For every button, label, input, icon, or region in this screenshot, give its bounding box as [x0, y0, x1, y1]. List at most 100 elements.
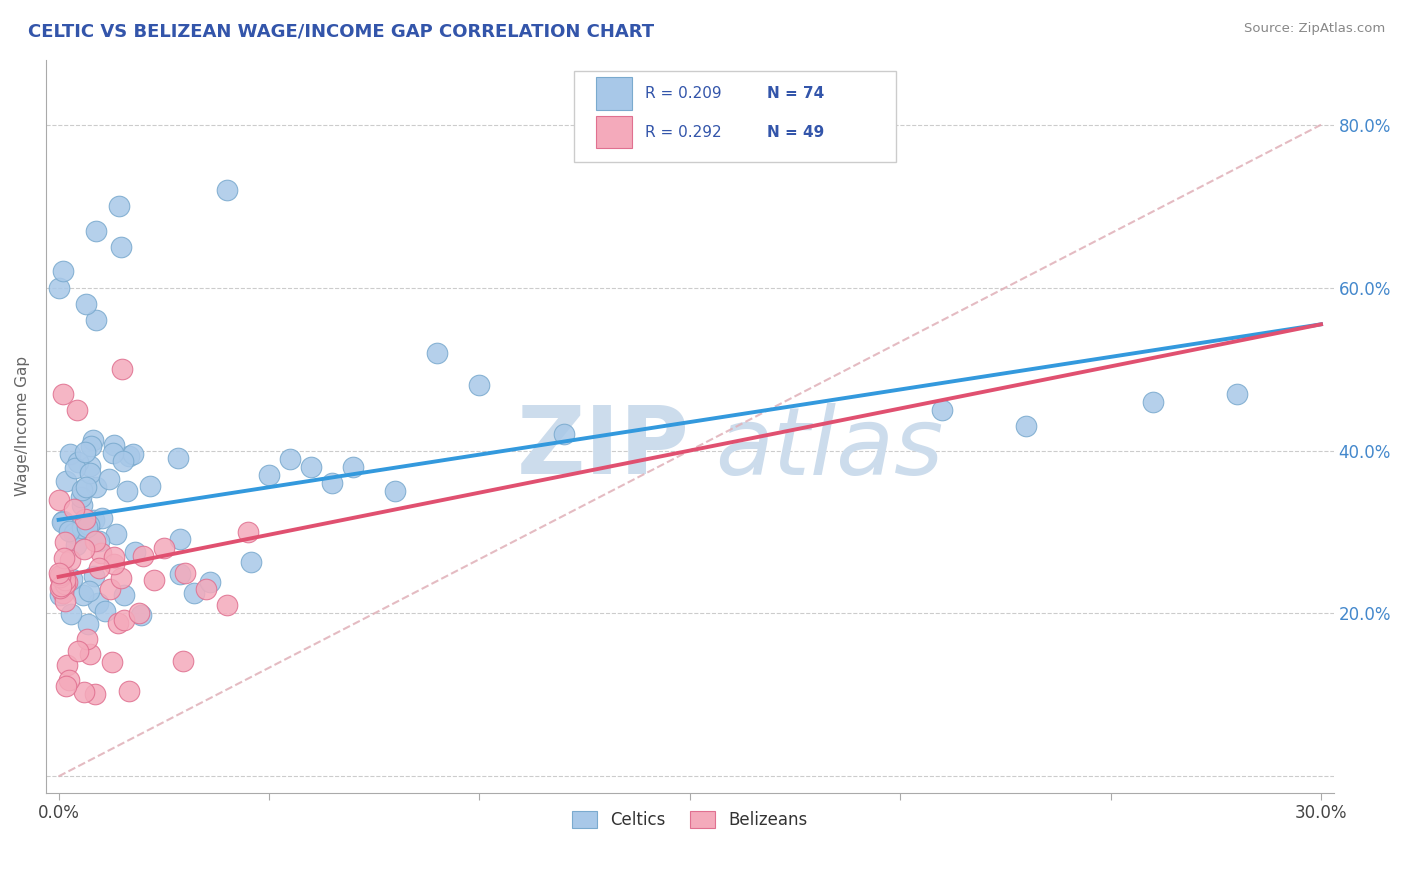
Point	[52, 586, 75, 600]
Point	[110, 240, 132, 254]
Point	[76, 616, 98, 631]
Point	[86, 596, 108, 610]
Point	[87, 561, 110, 575]
Point	[60, 572, 83, 586]
Point	[299, 459, 322, 474]
Point	[80, 439, 103, 453]
Point	[58, 673, 80, 688]
Point	[124, 545, 146, 559]
Point	[321, 476, 343, 491]
Point	[59, 552, 82, 566]
FancyBboxPatch shape	[574, 70, 896, 162]
Point	[59, 607, 82, 622]
Point	[84, 480, 107, 494]
Point	[107, 615, 129, 630]
Point	[101, 655, 124, 669]
Point	[1226, 386, 1249, 401]
Point	[65, 538, 87, 552]
Point	[103, 557, 125, 571]
Point	[103, 550, 125, 565]
Point	[101, 445, 124, 459]
Point	[48, 280, 70, 294]
Text: N = 74: N = 74	[768, 86, 824, 101]
Point	[111, 362, 134, 376]
Point	[69, 490, 91, 504]
Point	[82, 434, 104, 448]
Point	[52, 566, 75, 581]
Point	[215, 599, 238, 613]
Point	[70, 521, 93, 535]
Point	[55, 679, 77, 693]
Point	[62, 502, 84, 516]
Point	[110, 571, 132, 585]
Point	[49, 589, 72, 603]
Point	[56, 574, 79, 589]
Point	[468, 378, 491, 392]
Point	[98, 582, 121, 596]
Point	[132, 549, 155, 564]
Point	[118, 684, 141, 698]
Point	[240, 555, 263, 569]
FancyBboxPatch shape	[596, 116, 631, 148]
Point	[83, 687, 105, 701]
Point	[1015, 419, 1038, 434]
Point	[90, 546, 112, 560]
Point	[53, 593, 76, 607]
Point	[98, 472, 121, 486]
Point	[183, 586, 205, 600]
Point	[342, 459, 364, 474]
Point	[236, 524, 259, 539]
Point	[72, 588, 94, 602]
Point	[121, 447, 143, 461]
Point	[49, 570, 72, 584]
Point	[278, 451, 301, 466]
Point	[84, 313, 107, 327]
Point	[70, 483, 93, 498]
Point	[111, 454, 134, 468]
Point	[167, 450, 190, 465]
Point	[77, 583, 100, 598]
Point	[53, 535, 76, 549]
Point	[198, 575, 221, 590]
Point	[173, 566, 195, 580]
Point	[52, 264, 75, 278]
Point	[553, 427, 575, 442]
Y-axis label: Wage/Income Gap: Wage/Income Gap	[15, 356, 30, 496]
Point	[257, 468, 280, 483]
Point	[77, 518, 100, 533]
Point	[94, 604, 117, 618]
Point	[49, 568, 72, 582]
Point	[112, 588, 135, 602]
Text: Source: ZipAtlas.com: Source: ZipAtlas.com	[1244, 22, 1385, 36]
Point	[1142, 394, 1164, 409]
Point	[194, 582, 217, 596]
Point	[73, 685, 96, 699]
Point	[75, 512, 97, 526]
Point	[58, 524, 80, 539]
Point	[84, 224, 107, 238]
Point	[384, 484, 406, 499]
Point	[63, 526, 86, 541]
Point	[103, 438, 125, 452]
Point	[49, 579, 72, 593]
Point	[118, 449, 141, 463]
Point	[172, 654, 194, 668]
Point	[76, 632, 98, 646]
Point	[52, 386, 75, 401]
Point	[426, 346, 449, 360]
Point	[139, 478, 162, 492]
Point	[143, 573, 166, 587]
Point	[169, 567, 191, 582]
Point	[107, 199, 129, 213]
Point	[79, 648, 101, 662]
Point	[76, 519, 98, 533]
Text: N = 49: N = 49	[768, 125, 824, 140]
Point	[66, 402, 89, 417]
Point	[51, 570, 73, 584]
Point	[87, 534, 110, 549]
Point	[59, 447, 82, 461]
Point	[931, 402, 953, 417]
Text: atlas: atlas	[716, 402, 943, 493]
Point	[215, 183, 238, 197]
Legend: Celtics, Belizeans: Celtics, Belizeans	[565, 804, 814, 836]
